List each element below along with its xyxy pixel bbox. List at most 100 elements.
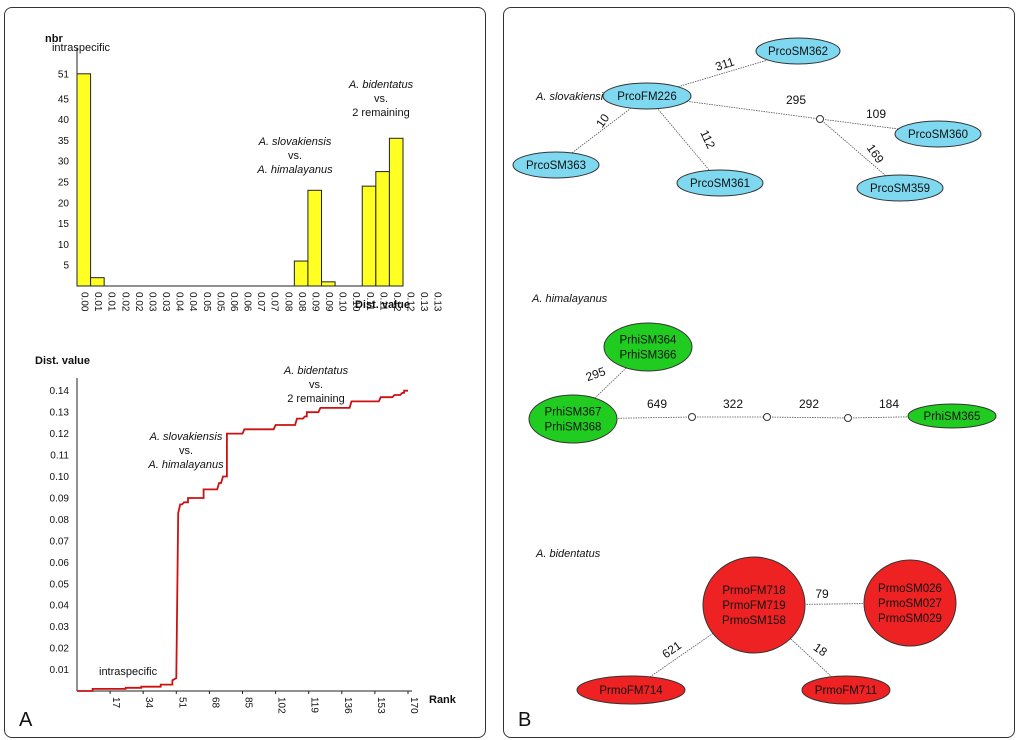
line-y-tick: 0.10 — [50, 472, 70, 483]
haplotype-edge — [646, 95, 821, 120]
hist-x-tick: 0.08 — [282, 292, 293, 312]
line-y-tick: 0.06 — [50, 558, 70, 569]
hist-x-tick: 0.06 — [242, 292, 253, 312]
mutation-count-label: 109 — [866, 107, 886, 121]
hist-x-tick: 0.02 — [133, 292, 144, 312]
line-y-tick: 0.13 — [50, 408, 70, 419]
haplotype-label: PrcoSM362 — [768, 46, 828, 58]
hist-bar — [307, 189, 322, 287]
hist-ylabel: nbr — [45, 33, 63, 45]
line-y-tick: 0.01 — [50, 665, 70, 676]
hist-y-tick: 45 — [58, 94, 70, 105]
line-y-tick: 0.04 — [50, 601, 70, 612]
hist-x-tick: 0.11 — [364, 292, 375, 311]
hist-y-tick: 20 — [58, 198, 70, 209]
hist-x-tick: 0.10 — [337, 292, 348, 312]
mutation-count-label: 295 — [786, 93, 806, 107]
hist-y-tick: 35 — [58, 136, 70, 147]
haplotype-label: PrmoFM719 — [722, 600, 785, 612]
mutation-count-label: 311 — [713, 54, 736, 73]
line-y-tick: 0.03 — [50, 622, 70, 633]
hist-y-tick: 25 — [58, 177, 70, 188]
haplotype-label: PrhiSM365 — [924, 411, 981, 423]
line-x-tick: 51 — [176, 697, 187, 709]
line-y-tick: 0.12 — [50, 429, 70, 440]
hist-bar — [293, 260, 309, 287]
hist-annotation-intraspecific-line: intraspecific — [52, 42, 111, 54]
hist-x-tick: 0.03 — [160, 292, 171, 312]
line-annotation-slovakiensis-line: A. slovakiensis — [149, 431, 223, 443]
hist-x-tick: 0.12 — [405, 292, 416, 312]
mutation-count-label: 184 — [879, 397, 899, 411]
hist-bar — [388, 137, 404, 287]
haplotype-shape — [755, 37, 841, 65]
mutation-count-label: 322 — [723, 397, 743, 411]
haplotype-edge — [646, 95, 721, 184]
hist-bar — [361, 185, 377, 287]
haplotype-node: PrmoSM026 PrmoSM027 PrmoSM029 — [863, 559, 957, 647]
line-annotation-slovakiensis-line: A. himalayanus — [147, 459, 224, 471]
hist-y-tick: 51 — [58, 69, 70, 80]
hist-x-tick: 0.13 — [432, 292, 443, 312]
haplotype-shape — [702, 556, 806, 654]
haplotype-shape — [603, 322, 693, 372]
species-label: A. slovakiensis — [535, 91, 609, 103]
haplotype-node: PrcoSM363 — [512, 151, 600, 179]
haplotype-node: PrcoSM362 — [755, 37, 841, 65]
haplotype-shape — [528, 394, 618, 444]
hist-bar — [76, 73, 92, 287]
haplotype-label: PrmoSM158 — [722, 615, 786, 627]
line-annotation-bidentatus-line: A. bidentatus — [283, 365, 349, 377]
haplotype-label: PrmoFM714 — [599, 685, 663, 697]
haplotype-node: PrmoFM711 — [801, 675, 891, 705]
panel-b: A. slovakiensis 311 10 112 295 109 169 PrcoFM22… — [503, 7, 1015, 738]
haplotype-node: PrhiSM367 PrhiSM368 — [528, 394, 618, 444]
haplotype-label: PrhiSM366 — [620, 350, 677, 362]
hist-x-tick: 0.12 — [391, 292, 402, 312]
line-x-tick: 68 — [209, 697, 220, 709]
hist-x-tick: 0.13 — [418, 292, 429, 312]
line-annotation-slovakiensis-line: vs. — [179, 445, 193, 457]
hist-y-tick: 15 — [58, 219, 70, 230]
hist-annotation-slovakiensis: A. slovakiensis vs. A. himalayanus — [256, 136, 333, 176]
line-y-tick: 0.05 — [50, 579, 70, 590]
line-annotation-slovakiensis: A. slovakiensis vs. A. himalayanus — [147, 431, 224, 471]
hist-x-tick: 0.05 — [201, 292, 212, 312]
mutation-count-label: 621 — [659, 638, 684, 661]
haplotype-node: PrhiSM365 — [907, 403, 997, 429]
hist-annotation-bidentatus-line: 2 remaining — [352, 107, 409, 119]
haplotype-shape — [801, 675, 891, 705]
haplotype-shape — [676, 169, 764, 197]
line-ylabel: Dist. value — [35, 355, 90, 367]
haplotype-shape — [512, 151, 600, 179]
hist-bar — [321, 281, 336, 287]
hist-xlabel: Dist. value — [355, 299, 410, 311]
mutation-count-label: 18 — [811, 640, 830, 659]
haplotype-node: PrcoSM359 — [856, 174, 944, 202]
hist-y-tick: 30 — [58, 157, 70, 168]
haplotype-shape — [863, 559, 957, 647]
line-y-tick: 0.09 — [50, 493, 70, 504]
line-y-tick: 0.02 — [50, 644, 70, 655]
haplotype-node: PrcoSM360 — [894, 120, 982, 148]
haplotype-edge — [766, 416, 849, 419]
line-annotation-bidentatus: A. bidentatus vs. 2 remaining — [283, 365, 349, 405]
hist-annotation-intraspecific: intraspecific — [52, 42, 111, 54]
line-x-tick: 34 — [143, 697, 154, 709]
haplotype-shape — [856, 174, 944, 202]
haplotype-label: PrcoSM363 — [526, 160, 586, 172]
line-annotation-bidentatus-line: vs. — [309, 379, 323, 391]
hypothetical-node — [844, 414, 852, 422]
hist-x-tick: 0.05 — [214, 292, 225, 312]
line-x-tick: 119 — [309, 697, 320, 713]
hist-x-tick: 0.10 — [350, 292, 361, 312]
mutation-count-label: 112 — [697, 128, 718, 152]
line-x-tick: 136 — [342, 697, 353, 714]
hist-bar — [90, 277, 105, 287]
hist-y-tick: 5 — [63, 261, 69, 272]
haplotype-label: PrhiSM364 — [620, 335, 677, 347]
haplotype-shape — [602, 82, 692, 110]
hist-annotation-bidentatus-line: vs. — [374, 93, 388, 105]
